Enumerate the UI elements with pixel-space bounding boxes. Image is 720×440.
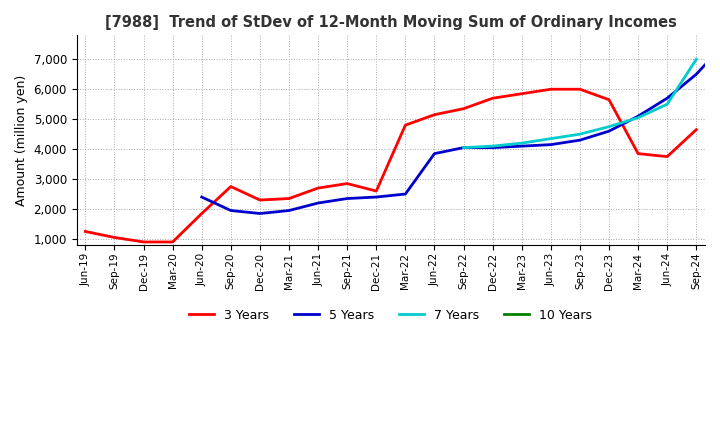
3 Years — [430, 112, 438, 117]
7 Years — [605, 124, 613, 129]
5 Years — [227, 208, 235, 213]
5 Years — [430, 151, 438, 156]
3 Years — [401, 122, 410, 128]
3 Years — [227, 184, 235, 189]
5 Years — [256, 211, 264, 216]
3 Years — [372, 188, 381, 194]
5 Years — [605, 128, 613, 134]
Line: 5 Years: 5 Years — [202, 43, 720, 213]
Title: [7988]  Trend of StDev of 12-Month Moving Sum of Ordinary Incomes: [7988] Trend of StDev of 12-Month Moving… — [105, 15, 677, 30]
5 Years — [663, 95, 672, 101]
5 Years — [518, 143, 526, 149]
5 Years — [634, 114, 642, 119]
7 Years — [546, 136, 555, 141]
5 Years — [284, 208, 293, 213]
3 Years — [459, 106, 468, 111]
7 Years — [459, 145, 468, 150]
3 Years — [518, 91, 526, 96]
5 Years — [314, 200, 323, 205]
3 Years — [663, 154, 672, 159]
3 Years — [343, 181, 351, 186]
Line: 3 Years: 3 Years — [86, 89, 696, 242]
5 Years — [459, 145, 468, 150]
7 Years — [488, 143, 497, 149]
5 Years — [401, 191, 410, 197]
3 Years — [197, 211, 206, 216]
3 Years — [110, 235, 119, 240]
5 Years — [488, 145, 497, 150]
3 Years — [256, 198, 264, 203]
3 Years — [546, 87, 555, 92]
3 Years — [139, 239, 148, 245]
3 Years — [634, 151, 642, 156]
7 Years — [518, 140, 526, 146]
Legend: 3 Years, 5 Years, 7 Years, 10 Years: 3 Years, 5 Years, 7 Years, 10 Years — [184, 304, 598, 327]
5 Years — [692, 72, 701, 77]
3 Years — [605, 97, 613, 103]
3 Years — [168, 239, 177, 245]
5 Years — [372, 194, 381, 200]
7 Years — [575, 132, 584, 137]
5 Years — [546, 142, 555, 147]
3 Years — [488, 95, 497, 101]
3 Years — [692, 127, 701, 132]
5 Years — [575, 138, 584, 143]
7 Years — [692, 57, 701, 62]
3 Years — [575, 87, 584, 92]
7 Years — [663, 102, 672, 107]
Y-axis label: Amount (million yen): Amount (million yen) — [15, 74, 28, 206]
3 Years — [314, 185, 323, 191]
7 Years — [634, 115, 642, 120]
5 Years — [343, 196, 351, 201]
5 Years — [197, 194, 206, 200]
Line: 7 Years: 7 Years — [464, 59, 696, 148]
3 Years — [284, 196, 293, 201]
3 Years — [81, 229, 90, 234]
